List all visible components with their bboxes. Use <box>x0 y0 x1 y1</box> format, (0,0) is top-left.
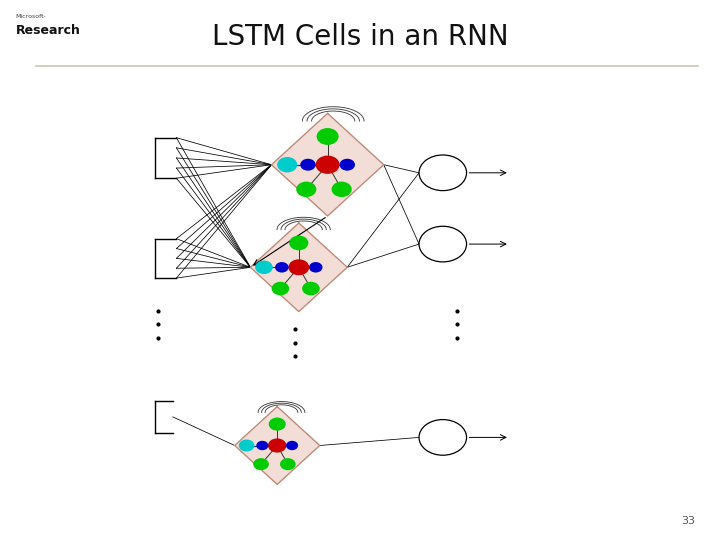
Circle shape <box>301 159 315 170</box>
Circle shape <box>278 158 297 172</box>
Circle shape <box>303 282 319 295</box>
Circle shape <box>290 237 307 249</box>
Circle shape <box>316 156 339 173</box>
Circle shape <box>332 183 351 197</box>
Circle shape <box>257 442 268 449</box>
Circle shape <box>276 263 288 272</box>
Circle shape <box>256 261 272 273</box>
Circle shape <box>240 440 253 451</box>
Text: Microsoft·: Microsoft· <box>16 14 47 18</box>
Circle shape <box>341 159 354 170</box>
Circle shape <box>419 226 467 262</box>
Circle shape <box>419 420 467 455</box>
Circle shape <box>287 442 297 449</box>
Text: Research: Research <box>16 24 81 37</box>
Text: 33: 33 <box>681 516 695 526</box>
Circle shape <box>419 155 467 191</box>
Circle shape <box>269 439 286 452</box>
Circle shape <box>310 263 322 272</box>
Circle shape <box>269 418 285 430</box>
Circle shape <box>297 183 315 197</box>
Text: LSTM Cells in an RNN: LSTM Cells in an RNN <box>212 23 508 51</box>
Polygon shape <box>251 223 347 312</box>
Circle shape <box>281 459 295 469</box>
Circle shape <box>318 129 338 144</box>
Polygon shape <box>235 407 320 484</box>
Circle shape <box>289 260 308 274</box>
Circle shape <box>254 459 268 469</box>
Circle shape <box>272 282 289 295</box>
Polygon shape <box>271 113 384 216</box>
